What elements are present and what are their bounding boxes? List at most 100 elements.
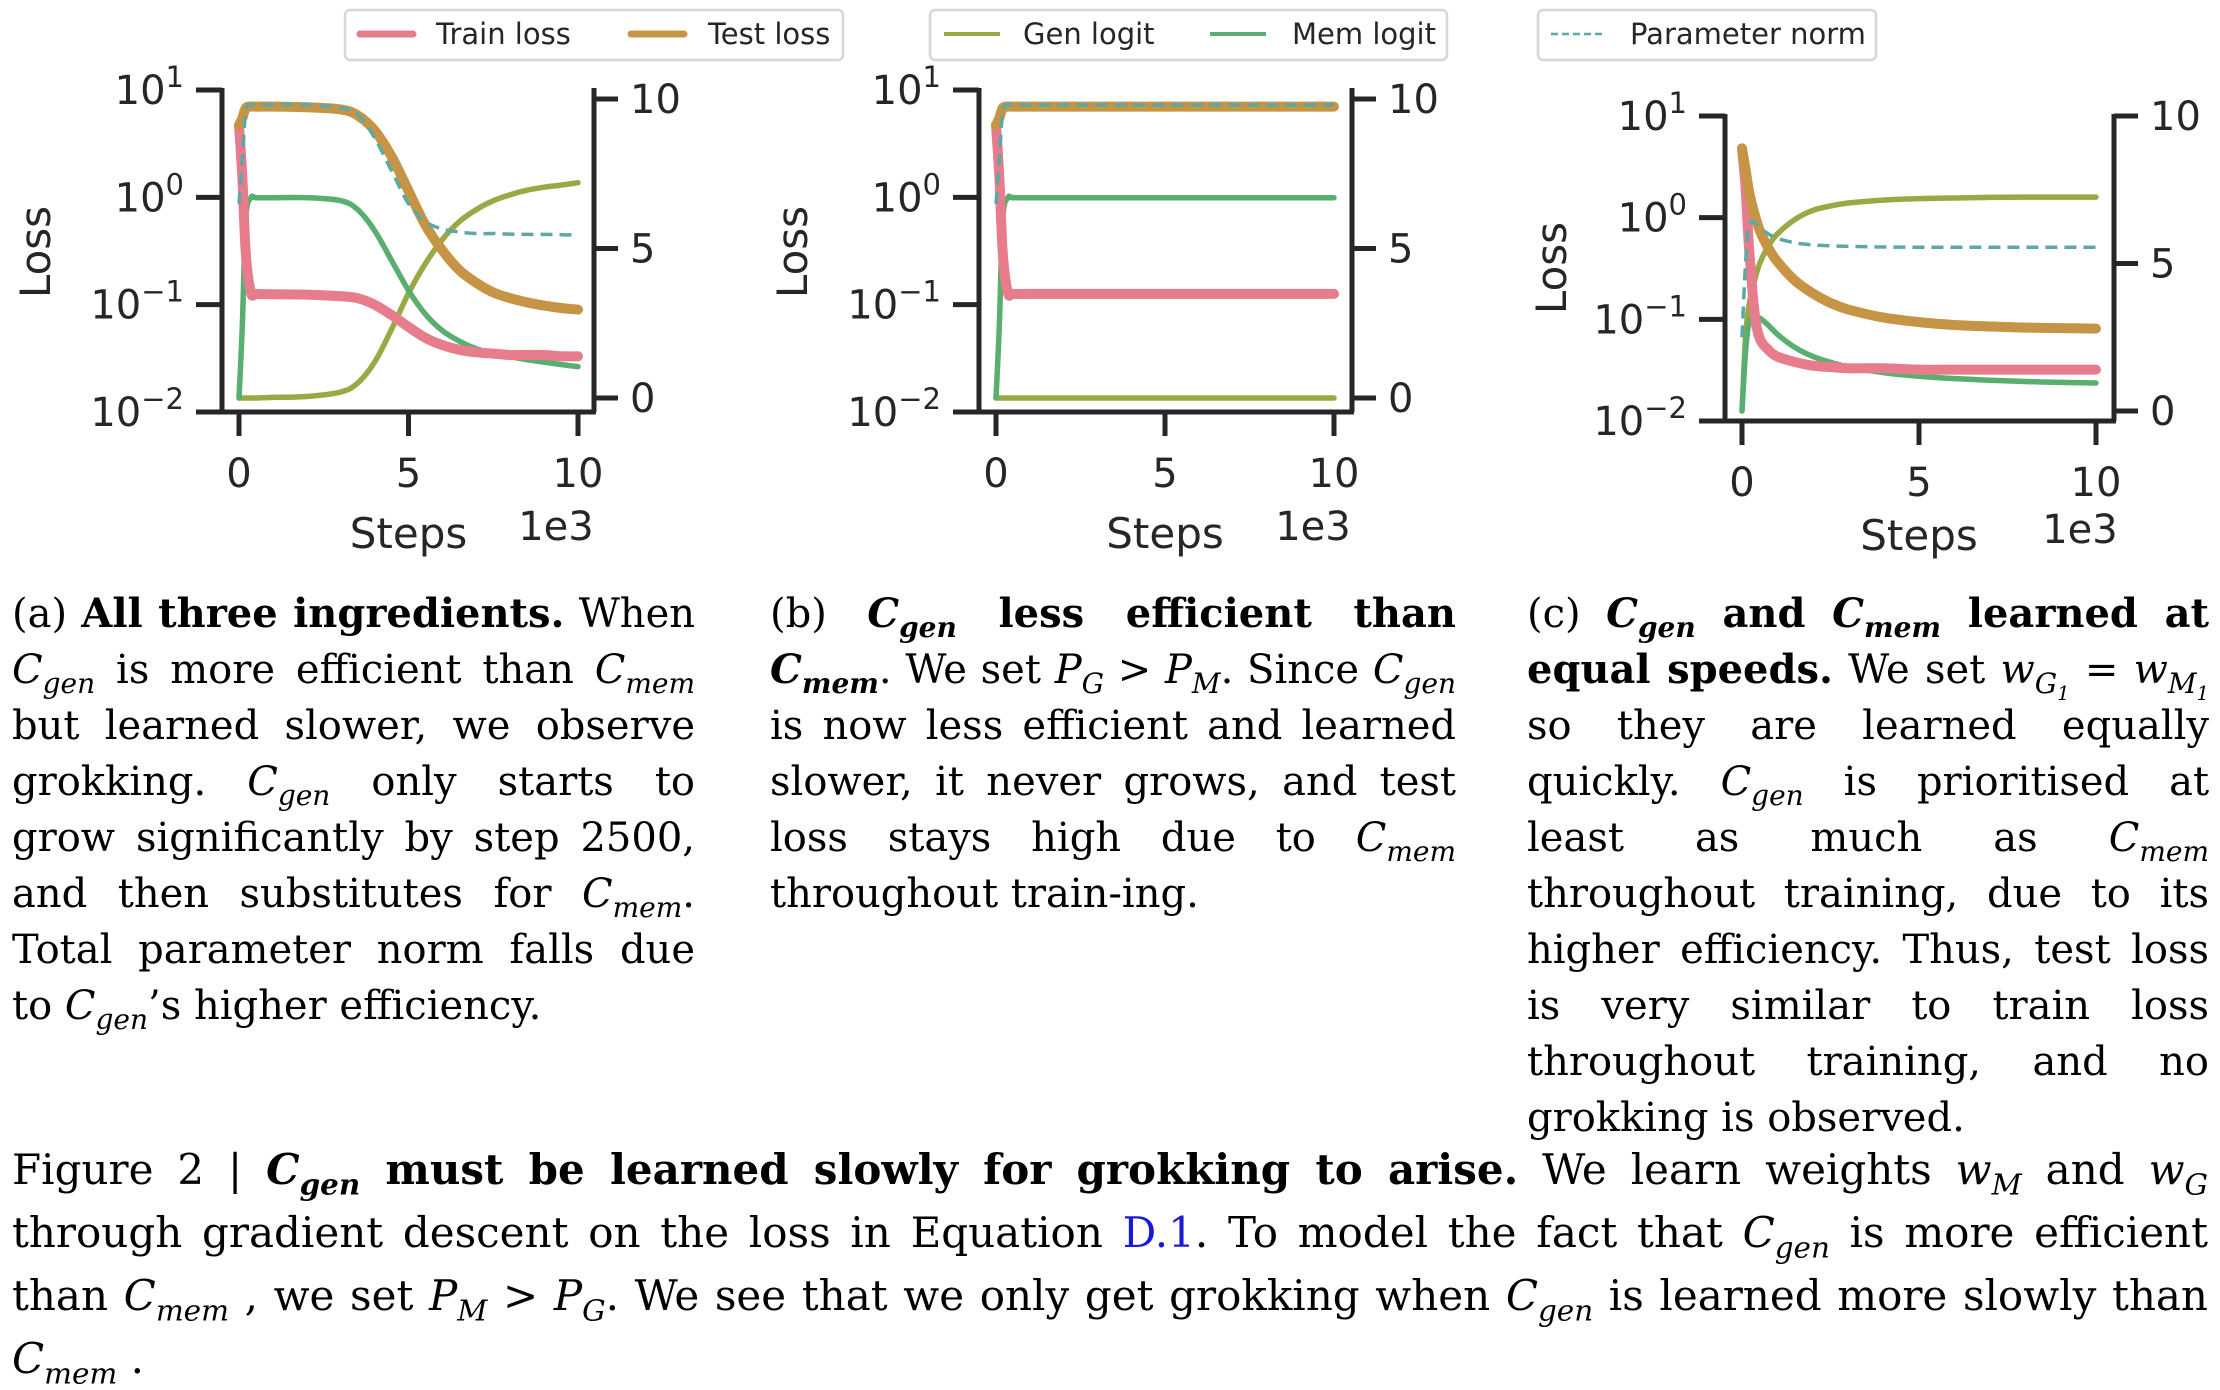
caption-text: . Total parameter norm falls due to [12, 871, 695, 1029]
y-tick-label: 10−2 [1593, 391, 1687, 445]
caption-text: , we set [228, 1271, 429, 1320]
series-line-train-loss [991, 120, 1339, 301]
series-line-gen-logit [236, 179, 581, 401]
caption-text: . Since [1220, 647, 1360, 693]
caption-text: and [2021, 1145, 2149, 1194]
x-offset-label: 1e3 [1275, 504, 1351, 550]
x-tick-label: 5 [396, 451, 421, 497]
caption-text: is more efficient than [116, 647, 574, 693]
math-c-mem: Cmem [2108, 815, 2209, 868]
caption-text: through gradient descent on the loss in … [12, 1208, 1123, 1257]
figure-number: Figure 2 | [12, 1145, 267, 1194]
math-c-mem: Cmem [594, 647, 696, 700]
x-tick-label: 0 [226, 451, 251, 497]
math-p-m: PM [428, 1271, 488, 1328]
caption-text: . [117, 1334, 144, 1383]
y2-tick-label: 5 [2150, 242, 2175, 288]
y-tick-label: 101 [115, 60, 184, 114]
subcaption-label: (c) [1527, 591, 1581, 637]
y-tick-label: 10−2 [847, 382, 941, 436]
caption-text: . To model the fact that [1194, 1208, 1743, 1257]
x-tick-label: 5 [1152, 451, 1177, 497]
y2-tick-label: 0 [630, 376, 655, 422]
chart-panel-c: 101 100 10−1 10−2 10 5 0 0 5 10 Steps 1e3 Loss [1527, 86, 2201, 560]
math-c-gen: Cgen [1720, 759, 1804, 812]
series-line-test-loss [1737, 143, 2101, 334]
legend-label-param-norm: Parameter norm [1630, 17, 1866, 51]
caption-text: When [578, 591, 695, 637]
series-line-test-loss [991, 101, 1339, 131]
subcaption-label: (a) [12, 591, 68, 637]
math-w-m: wM [1955, 1145, 2022, 1202]
y-tick-label: 100 [115, 167, 184, 221]
caption-text: is more efficient than [12, 1208, 2208, 1320]
math-w-g1: wG1 [2000, 647, 2070, 705]
subcaption-b: (b) Cgen less efficient than Cmem. We se… [770, 590, 1457, 917]
caption-text: We set [1848, 647, 1986, 693]
legend-label-test-loss: Test loss [707, 17, 830, 51]
subcaption-label: (b) [770, 591, 827, 637]
x-offset-label: 1e3 [518, 504, 594, 550]
subcaption-c: (c) Cgen and Cmem learned at equal speed… [1527, 590, 2210, 1141]
math-w-m1: wM1 [2133, 647, 2210, 705]
x-offset-label: 1e3 [2042, 507, 2118, 553]
y2-tick-label: 5 [630, 227, 655, 273]
figure-panels: Train loss Test loss Gen logit Mem logit… [11, 8, 2201, 560]
math-p-g: PG [553, 1271, 606, 1328]
series-line-param-norm [994, 102, 1334, 204]
caption-text: . We set [878, 647, 1041, 693]
math-c-gen: Cgen [1372, 647, 1456, 700]
math-c-mem: Cmem [1355, 815, 1457, 868]
figure-caption: Figure 2 | Cgen must be learned slowly f… [12, 1145, 2209, 1390]
legend-param-norm: Parameter norm [1536, 8, 1878, 62]
chart-panel-a: 101 100 10−1 10−2 10 5 0 0 5 10 Steps 1e3 Loss [11, 60, 681, 558]
math-c-mem: Cmem [123, 1271, 229, 1328]
x-axis-label: Steps [1860, 511, 1978, 560]
caption-text: ’s higher efficiency. [148, 983, 542, 1029]
caption-text: is learned more slowly than [1593, 1271, 2208, 1320]
x-tick-label: 0 [1729, 460, 1754, 506]
math-c-gen: Cgen [1505, 1271, 1594, 1328]
y2-tick-label: 0 [1388, 376, 1413, 422]
y2-tick-label: 10 [630, 77, 681, 123]
series-line-param-norm [237, 102, 579, 237]
math-c-mem: Cmem [770, 646, 879, 700]
y-tick-label: 10−1 [90, 275, 184, 329]
subcaption-title: Cgen and Cmem learned at equal speeds. [1527, 590, 2210, 693]
y-tick-label: 100 [872, 167, 941, 221]
math-c-gen: Cgen [1606, 590, 1696, 644]
math-c-gen: Cgen [247, 759, 331, 812]
y2-tick-label: 10 [2150, 94, 2201, 140]
y-tick-label: 10−1 [847, 275, 941, 329]
math-c-gen: Cgen [1742, 1208, 1830, 1265]
y2-tick-label: 10 [1388, 77, 1439, 123]
math-p-m: PM [1165, 647, 1221, 700]
caption-text: so they are learned equally quickly. [1527, 703, 2209, 805]
figure-caption-title: Cgen must be learned slowly for grokking… [266, 1145, 1519, 1202]
equation-link[interactable]: D.1 [1122, 1208, 1195, 1257]
legend-box [343, 8, 845, 62]
legend-label-train-loss: Train loss [435, 17, 571, 51]
math-c-gen: Cgen [12, 647, 96, 700]
caption-text: throughout train-ing. [770, 871, 1199, 917]
x-tick-label: 10 [553, 451, 604, 497]
y-tick-label: 101 [1618, 86, 1687, 140]
x-axis-label: Steps [350, 509, 468, 558]
x-tick-label: 10 [2071, 460, 2122, 506]
caption-text: throughout training, due to its higher e… [1527, 871, 2209, 1141]
math-c-mem: Cmem [1832, 590, 1942, 644]
legend-box [1536, 8, 1878, 62]
math-p-g: PG [1054, 647, 1104, 700]
math-c-mem: Cmem [582, 871, 683, 924]
y2-tick-label: 5 [1388, 227, 1413, 273]
x-tick-label: 0 [983, 451, 1008, 497]
x-axis-label: Steps [1106, 509, 1224, 558]
y-tick-label: 100 [1618, 188, 1687, 242]
legend-label-mem-logit: Mem logit [1292, 17, 1436, 51]
subcaption-title: Cgen less efficient than Cmem [770, 590, 1456, 700]
y-axis-label: Loss [768, 206, 817, 298]
caption-text: only starts to grow significantly by ste… [12, 759, 695, 917]
legend-box [928, 8, 1449, 62]
y-tick-label: 10−1 [1593, 289, 1687, 343]
y-tick-label: 101 [872, 60, 941, 114]
